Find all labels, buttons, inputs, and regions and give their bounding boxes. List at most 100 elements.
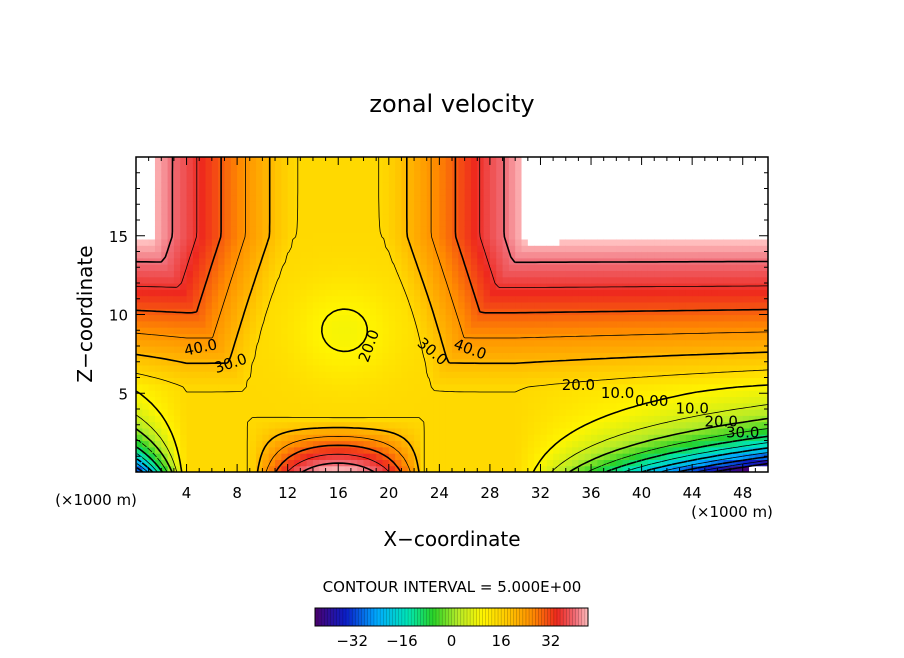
field-cell	[357, 327, 365, 334]
field-cell	[142, 396, 150, 404]
field-cell	[622, 339, 630, 347]
field-cell	[445, 175, 453, 183]
field-cell	[508, 163, 516, 171]
field-cell	[458, 333, 466, 341]
field-cell	[584, 459, 592, 467]
field-cell	[584, 327, 592, 334]
field-cell	[496, 201, 504, 208]
field-cell	[363, 182, 371, 190]
field-cell	[136, 163, 143, 171]
field-cell	[610, 314, 617, 322]
field-cell	[692, 427, 700, 435]
field-cell	[635, 163, 643, 171]
field-cell	[439, 175, 447, 183]
field-cell	[388, 270, 396, 278]
field-cell	[401, 226, 409, 234]
field-cell	[237, 270, 245, 278]
field-cell	[692, 194, 700, 202]
field-cell	[180, 175, 188, 183]
field-cell	[357, 421, 365, 429]
field-cell	[319, 257, 327, 265]
field-cell	[388, 314, 396, 322]
field-cell	[641, 327, 649, 334]
field-cell	[527, 175, 535, 183]
field-cell	[154, 270, 162, 278]
field-cell	[736, 276, 744, 284]
field-cell	[749, 232, 756, 240]
field-cell	[584, 301, 592, 309]
field-cell	[527, 446, 535, 454]
field-cell	[338, 207, 346, 215]
field-cell	[654, 339, 662, 347]
field-cell	[414, 346, 421, 353]
field-cell	[647, 301, 655, 309]
field-cell	[717, 207, 725, 215]
field-cell	[761, 459, 768, 467]
field-cell	[173, 295, 181, 303]
field-cell	[508, 232, 516, 240]
field-cell	[224, 276, 232, 284]
field-cell	[483, 220, 491, 227]
field-cell	[306, 213, 314, 221]
field-cell	[660, 415, 668, 423]
field-cell	[218, 465, 226, 472]
field-cell	[508, 157, 516, 164]
field-cell	[534, 346, 542, 353]
field-cell	[439, 446, 447, 454]
field-cell	[268, 415, 276, 423]
field-cell	[685, 175, 693, 183]
field-cell	[357, 440, 365, 448]
field-cell	[230, 188, 238, 196]
field-cell	[319, 314, 327, 322]
field-cell	[527, 440, 535, 448]
field-cell	[136, 383, 143, 391]
field-cell	[205, 201, 213, 208]
field-cell	[275, 364, 282, 372]
field-cell	[401, 409, 409, 416]
field-cell	[237, 238, 245, 246]
field-cell	[414, 446, 421, 454]
field-cell	[376, 251, 384, 259]
field-cell	[647, 182, 655, 190]
field-cell	[591, 434, 598, 442]
field-cell	[281, 157, 289, 164]
field-cell	[331, 371, 339, 379]
field-cell	[641, 453, 649, 460]
field-cell	[679, 157, 687, 164]
field-cell	[338, 226, 346, 234]
field-cell	[243, 308, 251, 316]
field-cell	[464, 402, 472, 410]
field-cell	[344, 320, 352, 328]
field-cell	[287, 371, 295, 379]
field-cell	[736, 327, 744, 334]
field-cell	[325, 163, 333, 171]
field-cell	[736, 415, 744, 423]
field-cell	[477, 264, 485, 271]
field-cell	[306, 440, 314, 448]
field-cell	[167, 320, 175, 328]
field-cell	[281, 352, 289, 360]
field-cell	[300, 194, 308, 202]
field-cell	[559, 232, 567, 240]
field-cell	[559, 213, 567, 221]
field-cell	[597, 182, 605, 190]
field-cell	[502, 409, 510, 416]
field-cell	[603, 207, 611, 215]
field-cell	[433, 182, 440, 190]
field-cell	[660, 220, 668, 227]
field-cell	[142, 453, 150, 460]
field-cell	[559, 295, 567, 303]
field-cell	[717, 364, 725, 372]
field-cell	[445, 352, 453, 360]
field-cell	[376, 459, 384, 467]
field-cell	[256, 245, 263, 253]
field-cell	[704, 459, 712, 467]
field-cell	[464, 238, 472, 246]
field-cell	[458, 238, 466, 246]
field-cell	[730, 289, 737, 297]
field-cell	[622, 409, 630, 416]
field-cell	[711, 390, 719, 397]
field-cell	[407, 207, 415, 215]
field-cell	[256, 409, 263, 416]
field-cell	[350, 276, 358, 284]
